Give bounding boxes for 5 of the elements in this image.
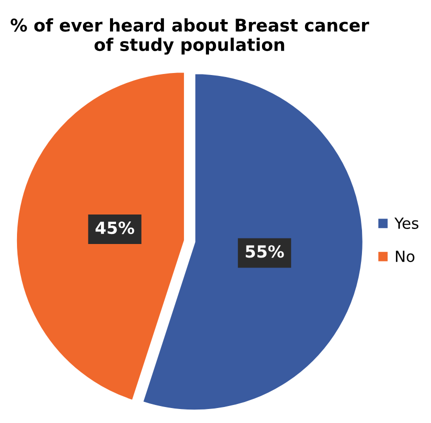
legend-label: Yes: [394, 218, 418, 229]
chart-title: % of ever heard about Breast cancer of study population: [10, 18, 370, 55]
data-label: 55%: [246, 245, 284, 258]
data-label: 45%: [96, 221, 134, 234]
legend-label: No: [396, 250, 414, 262]
